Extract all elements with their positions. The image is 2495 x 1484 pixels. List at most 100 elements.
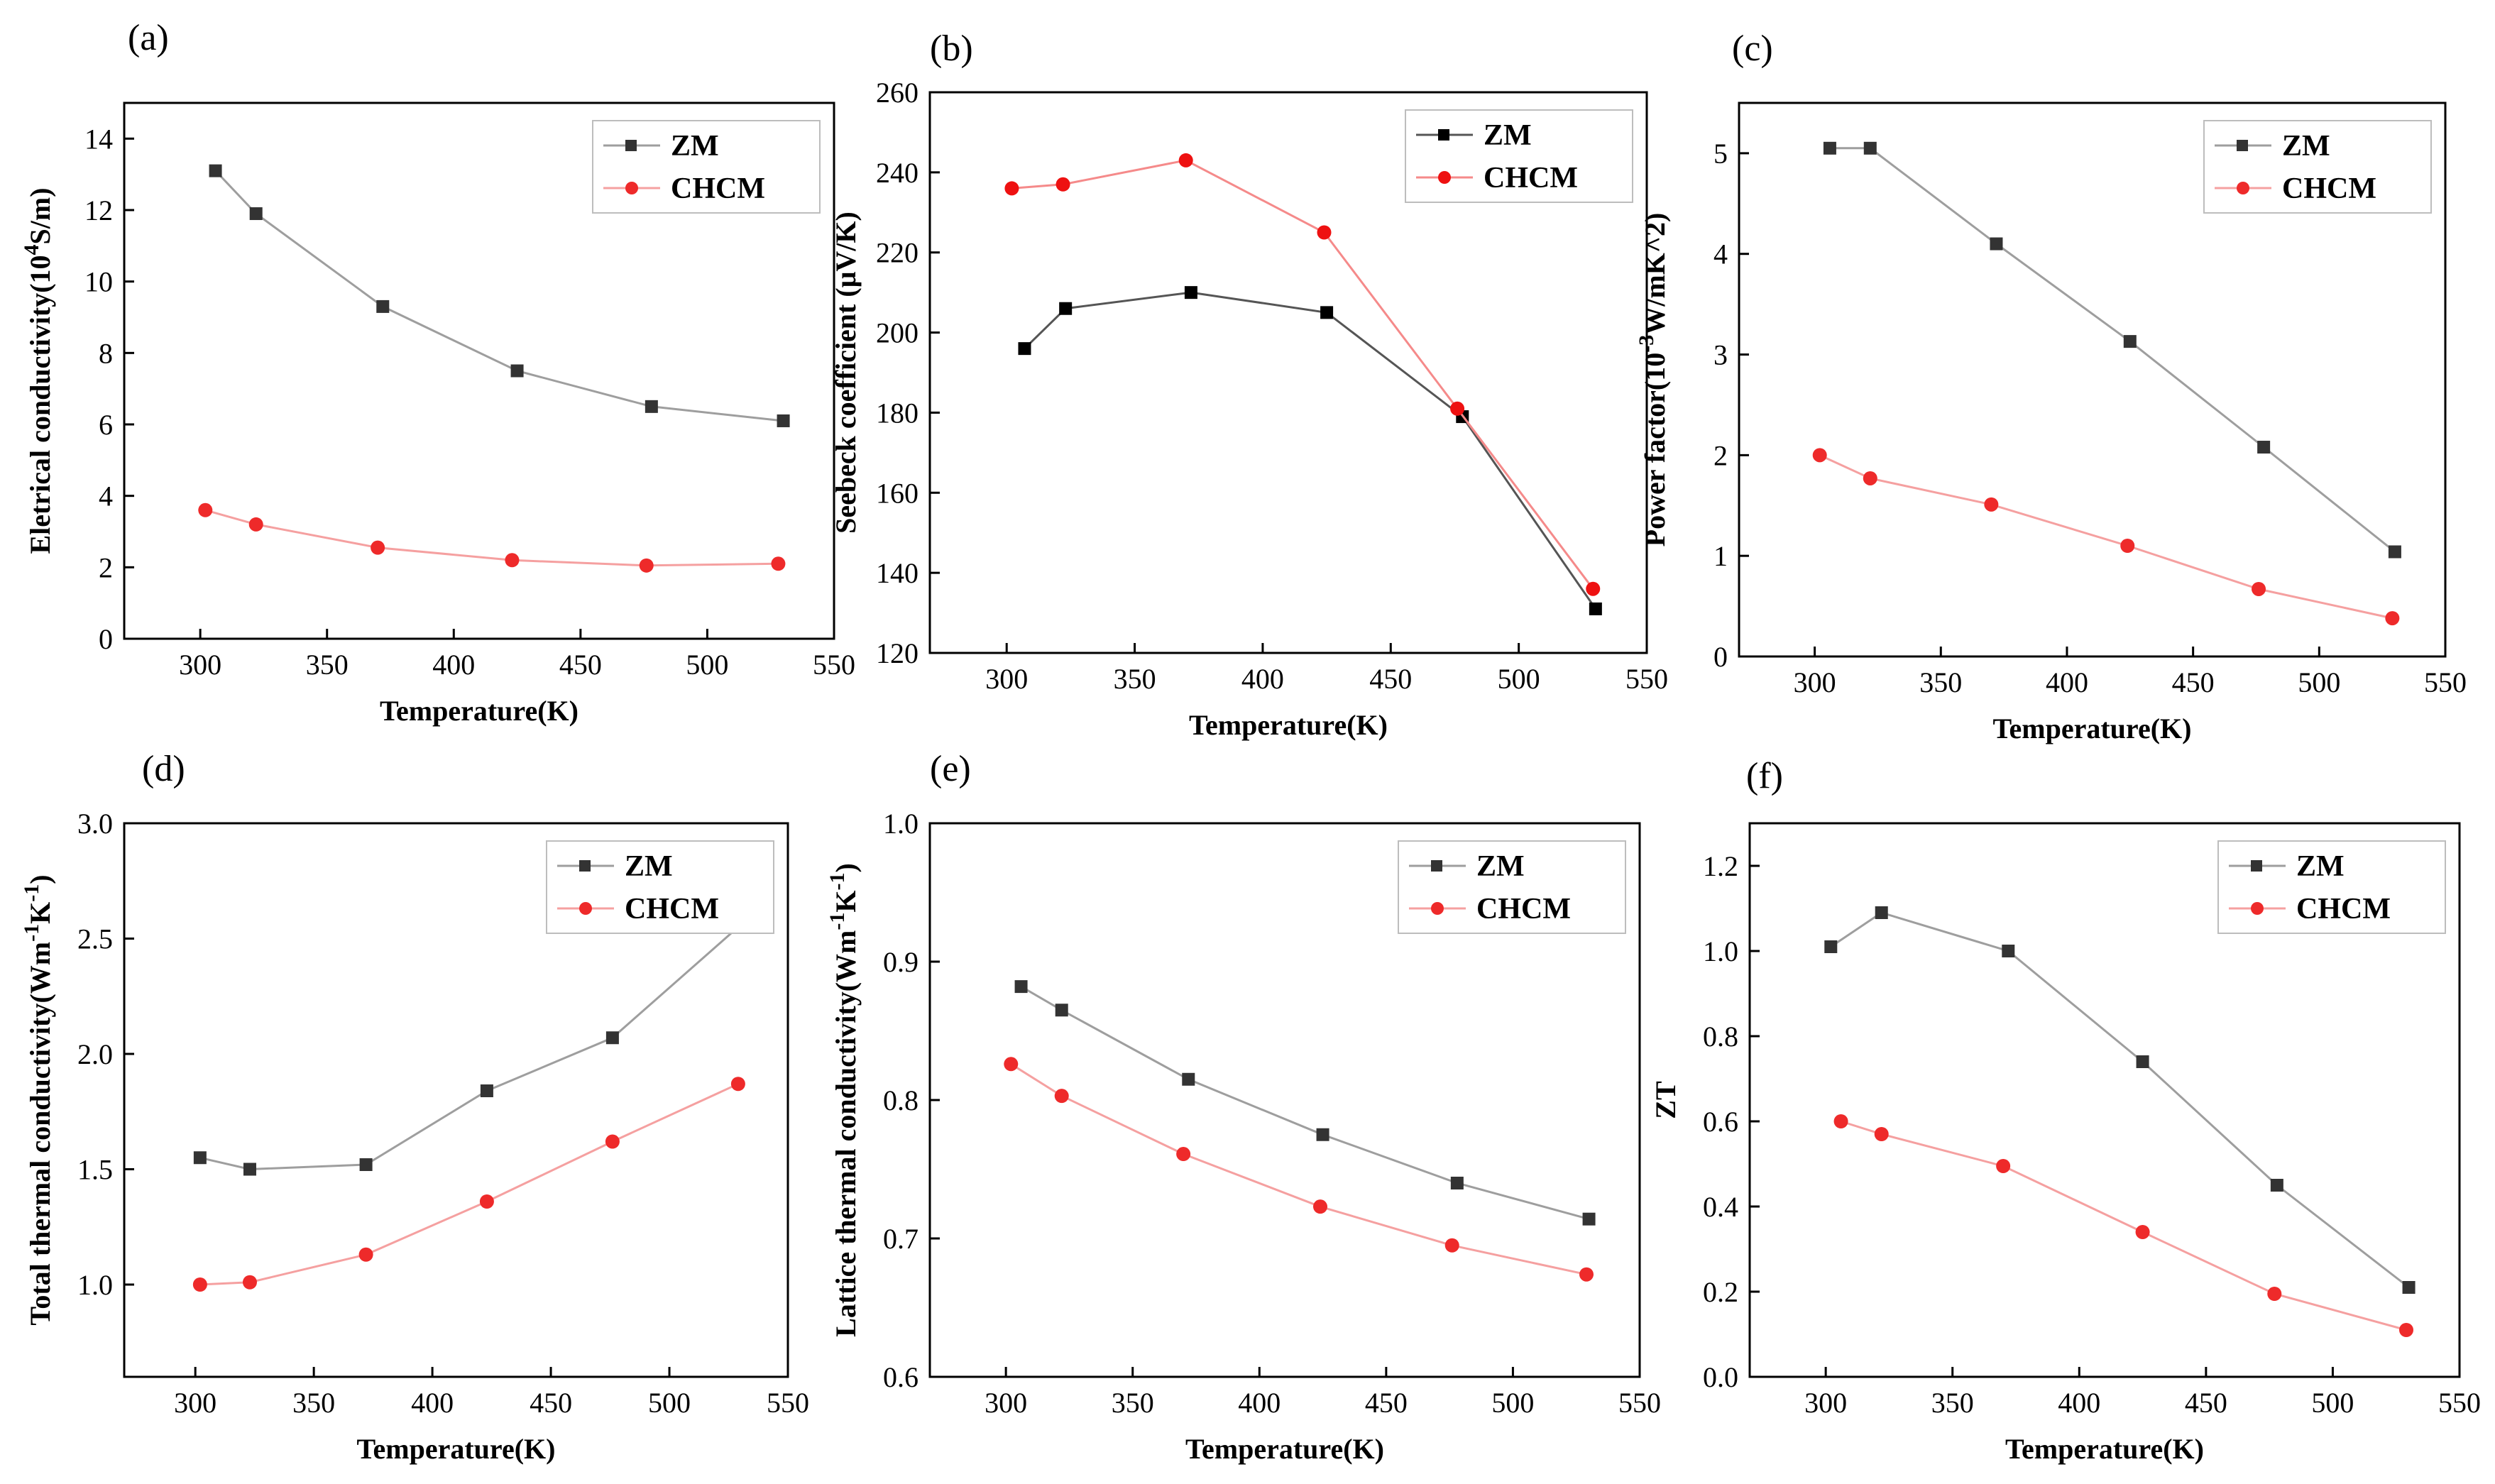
x-tick-label: 450 xyxy=(1365,1387,1408,1419)
y-tick-label: 5 xyxy=(1713,138,1728,170)
data-point xyxy=(1176,1147,1191,1162)
data-point xyxy=(505,553,520,568)
legend-marker xyxy=(579,902,592,915)
panel-label: (c) xyxy=(1732,28,1773,69)
data-point xyxy=(1863,141,1877,155)
x-tick-label: 350 xyxy=(1114,663,1156,695)
panel-label: (d) xyxy=(142,749,185,789)
x-tick-label: 500 xyxy=(686,649,728,681)
data-point xyxy=(2267,1287,2282,1301)
x-tick-label: 400 xyxy=(411,1387,454,1419)
legend: ZM CHCM xyxy=(592,120,821,214)
legend-marker xyxy=(2237,140,2248,151)
data-point xyxy=(242,1275,257,1290)
legend-box xyxy=(592,120,821,214)
data-point xyxy=(2252,581,2266,596)
data-point xyxy=(1996,1159,2011,1173)
data-point xyxy=(639,558,654,573)
y-tick-label: 120 xyxy=(876,637,919,669)
legend-marker xyxy=(1438,129,1449,141)
data-point xyxy=(1317,225,1332,240)
data-point xyxy=(2135,1225,2150,1239)
series-line-chcm xyxy=(1010,1063,1587,1276)
data-point xyxy=(1055,1004,1068,1017)
y-tick-label: 2.5 xyxy=(77,923,113,955)
legend-marker xyxy=(625,182,638,194)
data-point xyxy=(2257,441,2271,454)
data-point xyxy=(1054,1089,1069,1104)
x-tick-label: 350 xyxy=(306,649,349,681)
legend-marker xyxy=(2251,860,2262,872)
x-tick-label: 550 xyxy=(813,649,855,681)
y-tick-label: 1.0 xyxy=(77,1269,113,1301)
y-tick-label: 12 xyxy=(84,194,113,226)
x-tick-label: 400 xyxy=(2058,1387,2100,1419)
legend-marker xyxy=(2237,182,2249,194)
data-point xyxy=(2385,611,2400,626)
y-tick-label: 2 xyxy=(99,551,113,583)
data-point xyxy=(248,517,263,532)
y-tick-label: 0 xyxy=(1713,641,1728,673)
x-tick-label: 550 xyxy=(2424,666,2467,698)
data-point xyxy=(1450,1177,1464,1189)
data-point xyxy=(1178,153,1193,167)
series-line-zm xyxy=(1830,911,2410,1289)
data-point xyxy=(243,1163,256,1176)
data-point xyxy=(645,400,658,413)
y-axis-label: Total thermal conductivity(Wm-1K-1) xyxy=(20,874,57,1325)
series-line-chcm xyxy=(204,509,779,567)
data-point xyxy=(1875,906,1888,919)
y-axis-label: Power factor(10-3W/mK^2) xyxy=(1635,213,1672,547)
data-point xyxy=(1450,401,1465,416)
legend-label: CHCM xyxy=(2296,893,2391,925)
legend-marker xyxy=(579,860,591,872)
y-tick-label: 0.0 xyxy=(1703,1361,1738,1393)
y-tick-label: 0.2 xyxy=(1703,1276,1738,1308)
x-tick-label: 350 xyxy=(1931,1387,1974,1419)
data-point xyxy=(1182,1072,1195,1086)
data-point xyxy=(358,1247,373,1262)
y-tick-label: 0.6 xyxy=(1703,1106,1738,1138)
data-point xyxy=(1586,581,1601,596)
legend-label: ZM xyxy=(1476,850,1525,883)
series-line-zm xyxy=(1024,291,1597,610)
legend-marker xyxy=(1438,171,1451,184)
legend-box xyxy=(2217,840,2446,934)
data-point xyxy=(193,1151,207,1165)
y-axis-label: Eletrical conductivity(104S/m) xyxy=(20,187,57,554)
y-tick-label: 6 xyxy=(99,409,113,441)
x-tick-label: 500 xyxy=(648,1387,691,1419)
data-point xyxy=(2399,1323,2413,1337)
x-tick-label: 550 xyxy=(1625,663,1668,695)
legend-label: ZM xyxy=(1484,119,1532,152)
y-tick-label: 1.2 xyxy=(1703,850,1738,882)
data-point xyxy=(371,540,385,555)
x-tick-label: 500 xyxy=(2298,666,2340,698)
legend-label: CHCM xyxy=(625,893,719,925)
legend: ZM CHCM xyxy=(2217,840,2446,934)
x-tick-label: 350 xyxy=(1112,1387,1154,1419)
legend-marker xyxy=(625,140,637,151)
panel-label: (a) xyxy=(128,18,169,58)
x-tick-label: 300 xyxy=(1804,1387,1847,1419)
plot-frame xyxy=(123,822,789,1378)
legend: ZM CHCM xyxy=(1398,840,1626,934)
data-point xyxy=(1004,1057,1019,1072)
data-point xyxy=(479,1194,494,1209)
y-tick-label: 180 xyxy=(876,397,919,429)
data-point xyxy=(1313,1199,1327,1214)
legend-label: ZM xyxy=(671,130,719,163)
data-point xyxy=(510,364,524,378)
x-tick-label: 450 xyxy=(2172,666,2215,698)
x-tick-label: 400 xyxy=(2046,666,2088,698)
x-tick-label: 300 xyxy=(985,1387,1027,1419)
x-tick-label: 300 xyxy=(174,1387,216,1419)
legend-box xyxy=(1405,109,1633,203)
data-point xyxy=(2120,539,2135,553)
data-point xyxy=(1824,940,1838,953)
y-tick-label: 0.6 xyxy=(883,1361,919,1393)
y-tick-label: 4 xyxy=(1713,238,1728,270)
y-tick-label: 0.8 xyxy=(1703,1021,1738,1052)
data-point xyxy=(2002,945,2015,957)
